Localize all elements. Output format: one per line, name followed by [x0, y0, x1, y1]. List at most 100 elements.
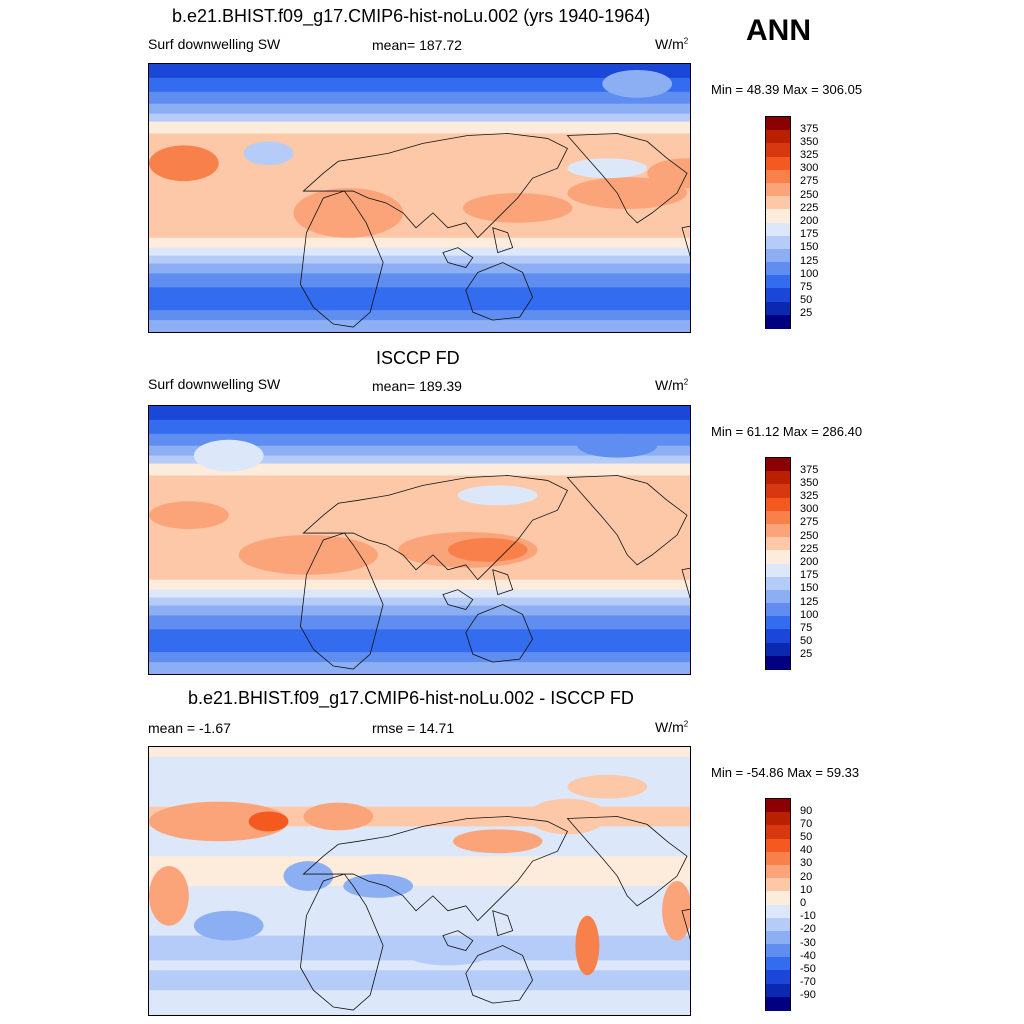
colorbar-box	[766, 222, 790, 237]
colorbar-tick-label: 70	[800, 817, 813, 830]
colorbar-box	[766, 484, 790, 499]
colorbar-tick-label: 300	[800, 503, 819, 516]
colorbar-box	[766, 275, 790, 289]
panel-3-minmax: Min = -54.86 Max = 59.33	[711, 765, 860, 780]
panel-1-title: b.e21.BHIST.f09_g17.CMIP6-hist-noLu.002 …	[172, 6, 651, 26]
panel-2-units: W/m2	[655, 377, 689, 393]
colorbar-tick-label: -40	[800, 949, 816, 962]
colorbar-box	[766, 196, 790, 210]
colorbar-tick-label: 200	[800, 556, 819, 568]
colorbar-tick-label: 275	[800, 175, 819, 188]
season-label: ANN	[746, 14, 811, 47]
panel-3-units: W/m2	[655, 719, 689, 735]
panel-2-map	[148, 405, 691, 675]
colorbar-box	[766, 497, 790, 512]
colorbar-tick-label: 300	[800, 162, 819, 175]
colorbar-box	[766, 156, 790, 171]
colorbar-box	[766, 970, 790, 985]
panel-2-minmax: Min = 61.12 Max = 286.40	[711, 424, 863, 439]
panel-2-colorbar	[765, 457, 791, 670]
panel-3-title: b.e21.BHIST.f09_g17.CMIP6-hist-noLu.002 …	[188, 688, 634, 708]
colorbar-tick-label: 275	[800, 516, 819, 529]
colorbar-tick-label: 200	[800, 215, 819, 227]
colorbar-box	[766, 642, 790, 657]
colorbar-tick-label: 225	[800, 201, 819, 214]
colorbar-box	[766, 510, 790, 525]
colorbar-tick-label: 250	[800, 188, 819, 201]
colorbar-box	[766, 904, 790, 919]
colorbar-tick-label: 50	[800, 635, 813, 648]
colorbar-tick-label: 175	[800, 228, 819, 241]
colorbar-box	[766, 209, 790, 223]
panel-3-map	[148, 746, 691, 1016]
colorbar-tick-label: 30	[800, 857, 813, 870]
colorbar-tick-label: 150	[800, 582, 819, 595]
colorbar-box	[766, 262, 790, 276]
colorbar-tick-label: 50	[800, 294, 813, 307]
panel-1-mean: mean= 187.72	[372, 37, 462, 53]
colorbar-box	[766, 655, 790, 670]
colorbar-box	[766, 314, 790, 329]
colorbar-box	[766, 589, 790, 604]
colorbar-tick-label: 10	[800, 883, 813, 896]
colorbar-tick-label: 0	[800, 897, 807, 909]
colorbar-box	[766, 143, 790, 158]
colorbar-tick-label: 75	[800, 280, 813, 293]
colorbar-box	[766, 537, 790, 551]
colorbar-tick-label: 20	[800, 870, 813, 883]
colorbar-tick-label: 25	[800, 307, 813, 320]
panel-2-variable: Surf downwelling SW	[148, 376, 281, 392]
colorbar-box	[766, 603, 790, 617]
colorbar-box	[766, 576, 790, 591]
colorbar-tick-label: 350	[800, 476, 819, 489]
colorbar-box	[766, 130, 790, 144]
colorbar-box	[766, 996, 790, 1011]
colorbar-tick-label: 90	[800, 804, 813, 817]
colorbar-tick-label: 125	[800, 595, 819, 608]
colorbar-box	[766, 563, 790, 578]
colorbar-box	[766, 169, 790, 184]
colorbar-tick-label: 40	[800, 844, 813, 857]
colorbar-tick-label: -10	[800, 910, 816, 923]
colorbar-box	[766, 812, 790, 826]
colorbar-box	[766, 616, 790, 630]
colorbar-box	[766, 891, 790, 905]
panel-3-rmse: rmse = 14.71	[372, 720, 455, 736]
colorbar-box	[766, 983, 790, 998]
panel-1-minmax: Min = 48.39 Max = 306.05	[711, 82, 863, 97]
colorbar-tick-label: -30	[800, 936, 816, 949]
colorbar-box	[766, 878, 790, 892]
colorbar-box	[766, 248, 790, 263]
panel-1-colorbar	[765, 116, 791, 329]
colorbar-box	[766, 523, 790, 538]
colorbar-tick-label: 75	[800, 621, 813, 634]
colorbar-tick-label: 250	[800, 529, 819, 542]
colorbar-box	[766, 301, 790, 316]
colorbar-tick-label: 225	[800, 542, 819, 555]
colorbar-box	[766, 851, 790, 866]
colorbar-box	[766, 799, 790, 813]
colorbar-box	[766, 458, 790, 472]
colorbar-box	[766, 917, 790, 932]
colorbar-tick-label: -20	[800, 923, 816, 936]
panel-2-title: ISCCP FD	[376, 348, 460, 368]
panel-1-map	[148, 63, 691, 333]
colorbar-tick-label: 375	[800, 122, 819, 135]
colorbar-tick-label: 100	[800, 608, 819, 621]
colorbar-tick-label: 375	[800, 463, 819, 476]
panel-2-mean: mean= 189.39	[372, 378, 462, 394]
panel-3-mean: mean = -1.67	[148, 720, 231, 736]
colorbar-tick-label: 325	[800, 149, 819, 162]
colorbar-tick-label: 125	[800, 254, 819, 267]
colorbar-box	[766, 957, 790, 971]
colorbar-tick-label: 100	[800, 267, 819, 280]
colorbar-box	[766, 288, 790, 303]
panel-3-colorbar	[765, 798, 791, 1011]
colorbar-box	[766, 471, 790, 485]
colorbar-box	[766, 550, 790, 564]
panel-1-variable: Surf downwelling SW	[148, 36, 281, 52]
colorbar-box	[766, 117, 790, 131]
colorbar-tick-label: -90	[800, 989, 816, 1002]
colorbar-box	[766, 930, 790, 945]
colorbar-tick-label: 350	[800, 135, 819, 148]
